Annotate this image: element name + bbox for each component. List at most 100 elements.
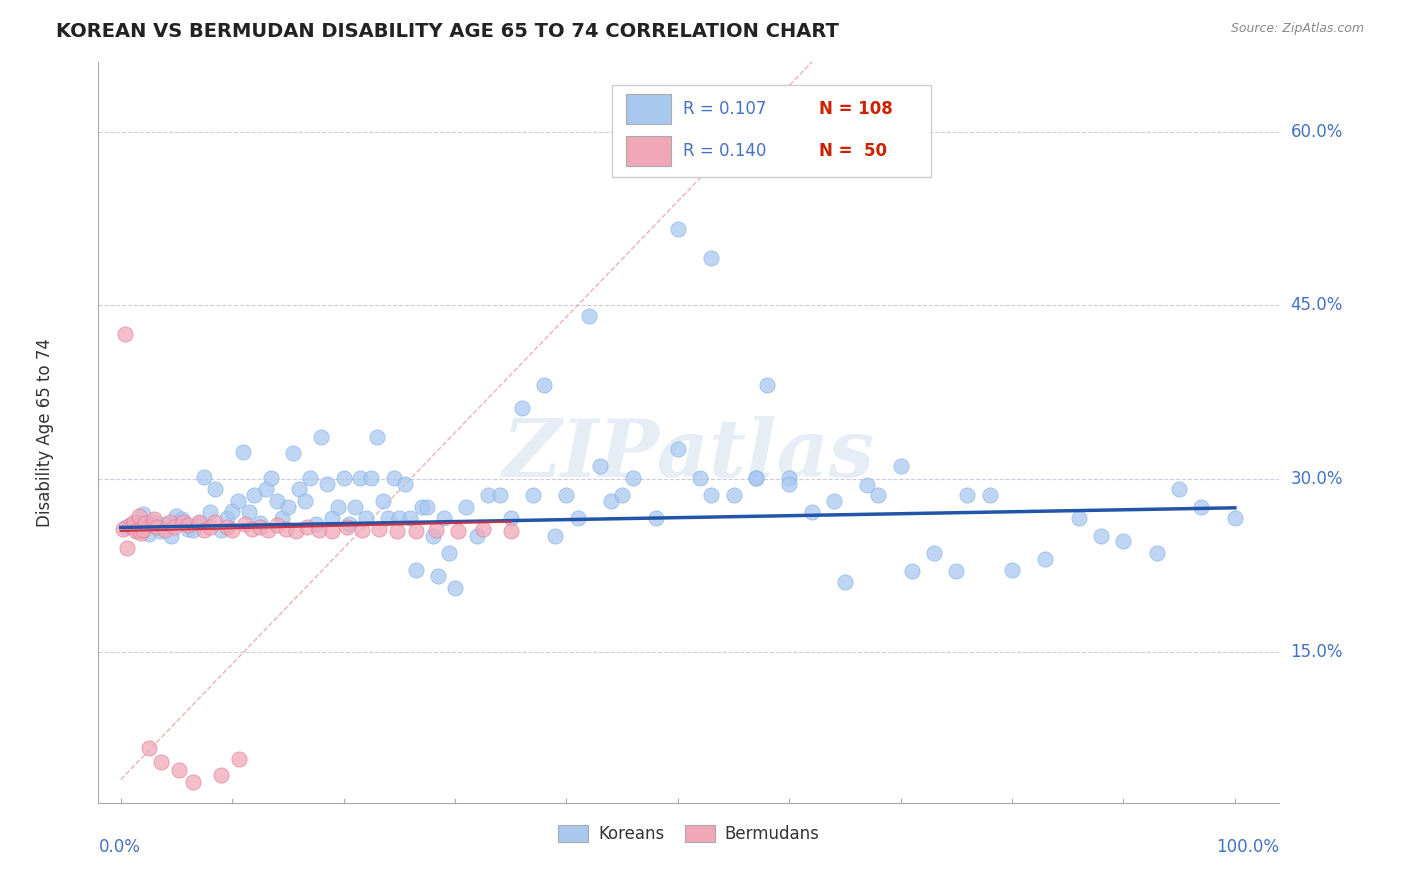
Point <box>121 520 143 534</box>
Point <box>385 524 408 538</box>
Point <box>956 488 979 502</box>
Point <box>163 520 186 534</box>
Point <box>118 518 141 533</box>
Point <box>172 515 194 529</box>
Point <box>266 518 288 533</box>
Point <box>405 524 427 538</box>
Point <box>366 430 388 444</box>
Point <box>1035 551 1057 566</box>
Point <box>1191 500 1213 514</box>
Text: 45.0%: 45.0% <box>1291 296 1343 314</box>
Point <box>433 511 456 525</box>
Point <box>134 516 156 530</box>
Point <box>422 528 444 542</box>
Text: KOREAN VS BERMUDAN DISABILITY AGE 65 TO 74 CORRELATION CHART: KOREAN VS BERMUDAN DISABILITY AGE 65 TO … <box>56 22 839 41</box>
Point <box>305 516 328 531</box>
Point <box>284 524 307 538</box>
Point <box>567 511 589 525</box>
Point <box>444 581 467 595</box>
Point <box>243 488 266 502</box>
Point <box>321 511 343 525</box>
Point <box>336 520 359 534</box>
Point <box>477 488 499 502</box>
Point <box>187 516 209 530</box>
Point <box>165 508 187 523</box>
Point <box>283 446 305 460</box>
Point <box>394 476 416 491</box>
Point <box>900 565 922 579</box>
Point <box>1067 511 1090 525</box>
Point <box>666 442 689 456</box>
Point <box>167 764 190 778</box>
Point <box>181 523 204 537</box>
Point <box>115 520 138 534</box>
Point <box>666 222 689 236</box>
Point <box>1146 546 1168 560</box>
Point <box>128 508 150 523</box>
Point <box>221 523 243 537</box>
Point <box>260 471 283 485</box>
Point <box>425 523 447 537</box>
Point <box>644 511 666 525</box>
Point <box>249 520 271 534</box>
Point <box>221 504 243 518</box>
Point <box>411 500 433 514</box>
Point <box>204 483 226 497</box>
Point <box>533 378 555 392</box>
Point <box>125 524 148 538</box>
Point <box>778 476 800 491</box>
Point <box>138 741 160 756</box>
Point <box>215 511 238 525</box>
Point <box>256 523 278 537</box>
Point <box>745 471 768 485</box>
Text: 0.0%: 0.0% <box>98 838 141 855</box>
Point <box>159 515 181 529</box>
Point <box>146 520 169 534</box>
Point <box>337 516 360 531</box>
Point <box>149 524 172 538</box>
Point <box>416 500 439 514</box>
Point <box>399 511 422 525</box>
Point <box>249 516 271 530</box>
Point <box>122 515 145 529</box>
Point <box>499 524 522 538</box>
Point <box>522 488 544 502</box>
Point <box>114 327 136 342</box>
Point <box>138 527 160 541</box>
Point <box>204 515 226 529</box>
Point <box>621 471 644 485</box>
Point <box>294 494 316 508</box>
Point <box>326 500 349 514</box>
Text: 100.0%: 100.0% <box>1216 838 1279 855</box>
Text: 60.0%: 60.0% <box>1291 123 1343 141</box>
Point <box>700 488 723 502</box>
Point <box>755 378 778 392</box>
Point <box>979 488 1001 502</box>
Point <box>589 459 612 474</box>
Point <box>240 522 263 536</box>
Text: 30.0%: 30.0% <box>1291 470 1343 488</box>
Point <box>555 488 578 502</box>
Point <box>271 511 294 525</box>
Point <box>198 505 221 519</box>
Point <box>332 471 354 485</box>
Point <box>155 523 177 537</box>
Point <box>238 505 260 519</box>
Point <box>456 500 478 514</box>
Point <box>127 524 149 538</box>
Point <box>382 471 405 485</box>
Point <box>321 524 343 538</box>
Point <box>277 500 299 514</box>
Point <box>141 518 163 533</box>
Point <box>155 516 177 531</box>
Point <box>377 511 399 525</box>
Point <box>371 494 394 508</box>
Point <box>1001 563 1024 577</box>
Point <box>354 511 377 525</box>
Point <box>235 516 257 531</box>
Bar <box>612 85 931 178</box>
Point <box>510 401 533 416</box>
Text: N = 108: N = 108 <box>818 100 893 118</box>
Legend: Koreans, Bermudans: Koreans, Bermudans <box>551 819 827 850</box>
Point <box>274 522 297 536</box>
